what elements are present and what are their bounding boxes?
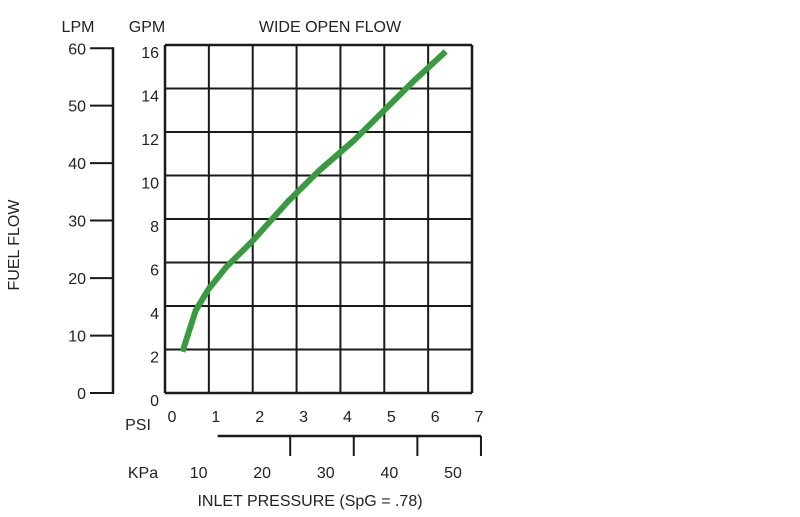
chart-title: WIDE OPEN FLOW bbox=[259, 19, 402, 36]
lpm-tick-label: 40 bbox=[68, 156, 86, 173]
gpm-tick-label: 6 bbox=[150, 263, 159, 280]
kpa-tick-label: 10 bbox=[190, 465, 208, 482]
psi-unit-label: PSI bbox=[125, 417, 151, 434]
lpm-tick-label: 50 bbox=[68, 99, 86, 116]
gpm-tick-label: 2 bbox=[150, 350, 159, 367]
psi-tick-label: 6 bbox=[431, 409, 440, 426]
psi-tick-label: 1 bbox=[211, 409, 220, 426]
psi-tick-label: 3 bbox=[299, 409, 308, 426]
gpm-tick-label: 16 bbox=[141, 45, 159, 62]
lpm-tick-label: 10 bbox=[68, 329, 86, 346]
gpm-unit-label: GPM bbox=[129, 19, 165, 36]
gpm-tick-label: 0 bbox=[150, 393, 159, 410]
kpa-tick-label: 30 bbox=[317, 465, 335, 482]
gpm-tick-labels: 0 2 4 6 8 10 12 14 16 bbox=[141, 45, 159, 410]
x-axis-title: INLET PRESSURE (SpG = .78) bbox=[197, 493, 422, 510]
psi-tick-label: 0 bbox=[168, 409, 177, 426]
lpm-tick-label: 20 bbox=[68, 271, 86, 288]
kpa-tick-label: 40 bbox=[380, 465, 398, 482]
gpm-tick-label: 4 bbox=[150, 306, 159, 323]
y-axis-title: FUEL FLOW bbox=[6, 199, 23, 291]
series-layer bbox=[179, 49, 448, 353]
kpa-tick-label: 50 bbox=[444, 465, 462, 482]
gpm-tick-label: 14 bbox=[141, 89, 159, 106]
kpa-tick-label: 20 bbox=[253, 465, 271, 482]
grid bbox=[163, 43, 474, 395]
kpa-axis: 10 20 30 40 50 bbox=[190, 434, 482, 482]
psi-tick-labels: 0 1 2 3 4 5 6 7 bbox=[168, 409, 484, 426]
gpm-tick-label: 12 bbox=[141, 132, 159, 149]
psi-tick-label: 7 bbox=[475, 409, 484, 426]
flow-curve bbox=[179, 49, 448, 353]
lpm-axis: 0 10 20 30 40 50 60 bbox=[68, 41, 115, 403]
lpm-unit-label: LPM bbox=[62, 19, 95, 36]
psi-tick-label: 5 bbox=[387, 409, 396, 426]
psi-tick-label: 2 bbox=[255, 409, 264, 426]
lpm-tick-label: 0 bbox=[77, 386, 86, 403]
lpm-tick-label: 30 bbox=[68, 214, 86, 231]
lpm-tick-label: 60 bbox=[68, 41, 86, 58]
psi-tick-label: 4 bbox=[343, 409, 352, 426]
gpm-tick-label: 10 bbox=[141, 176, 159, 193]
kpa-unit-label: KPa bbox=[128, 465, 158, 482]
gpm-tick-label: 8 bbox=[150, 219, 159, 236]
